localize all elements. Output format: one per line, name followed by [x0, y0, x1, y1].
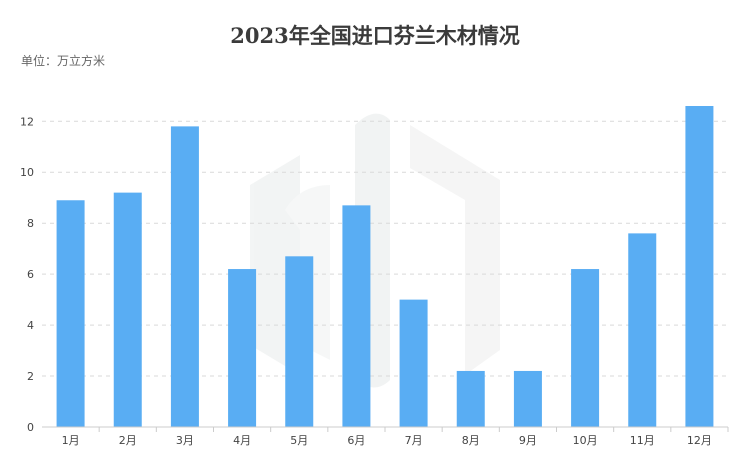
y-tick-label: 0 — [27, 421, 34, 434]
unit-label: 单位：万立方米 — [21, 54, 106, 68]
x-tick-label: 2月 — [119, 434, 137, 447]
x-tick-label: 3月 — [176, 434, 194, 447]
x-tick-label: 10月 — [573, 434, 598, 447]
bar — [113, 192, 142, 427]
y-tick-label: 6 — [27, 268, 34, 281]
chart-title: 2023年全国进口芬兰木材情况 — [230, 23, 520, 48]
x-tick-label: 5月 — [290, 434, 308, 447]
y-tick-label: 2 — [27, 370, 34, 383]
bar — [513, 370, 542, 427]
bar — [228, 269, 257, 427]
y-tick-label: 4 — [27, 319, 34, 332]
bar — [685, 106, 714, 427]
x-tick-label: 4月 — [233, 434, 251, 447]
x-tick-label: 8月 — [462, 434, 480, 447]
bar — [571, 269, 600, 427]
bar — [342, 205, 371, 427]
x-tick-label: 11月 — [630, 434, 655, 447]
x-tick-label: 1月 — [62, 434, 80, 447]
y-tick-label: 8 — [27, 217, 34, 230]
y-tick-label: 12 — [20, 115, 34, 128]
bar — [56, 200, 85, 427]
bar — [170, 126, 199, 427]
bar — [285, 256, 314, 427]
bar — [456, 370, 485, 427]
x-tick-label: 7月 — [405, 434, 423, 447]
x-tick-label: 6月 — [347, 434, 365, 447]
bar — [628, 233, 657, 427]
bar — [399, 299, 428, 427]
x-tick-label: 9月 — [519, 434, 537, 447]
y-tick-label: 10 — [20, 166, 34, 179]
x-tick-label: 12月 — [687, 434, 712, 447]
